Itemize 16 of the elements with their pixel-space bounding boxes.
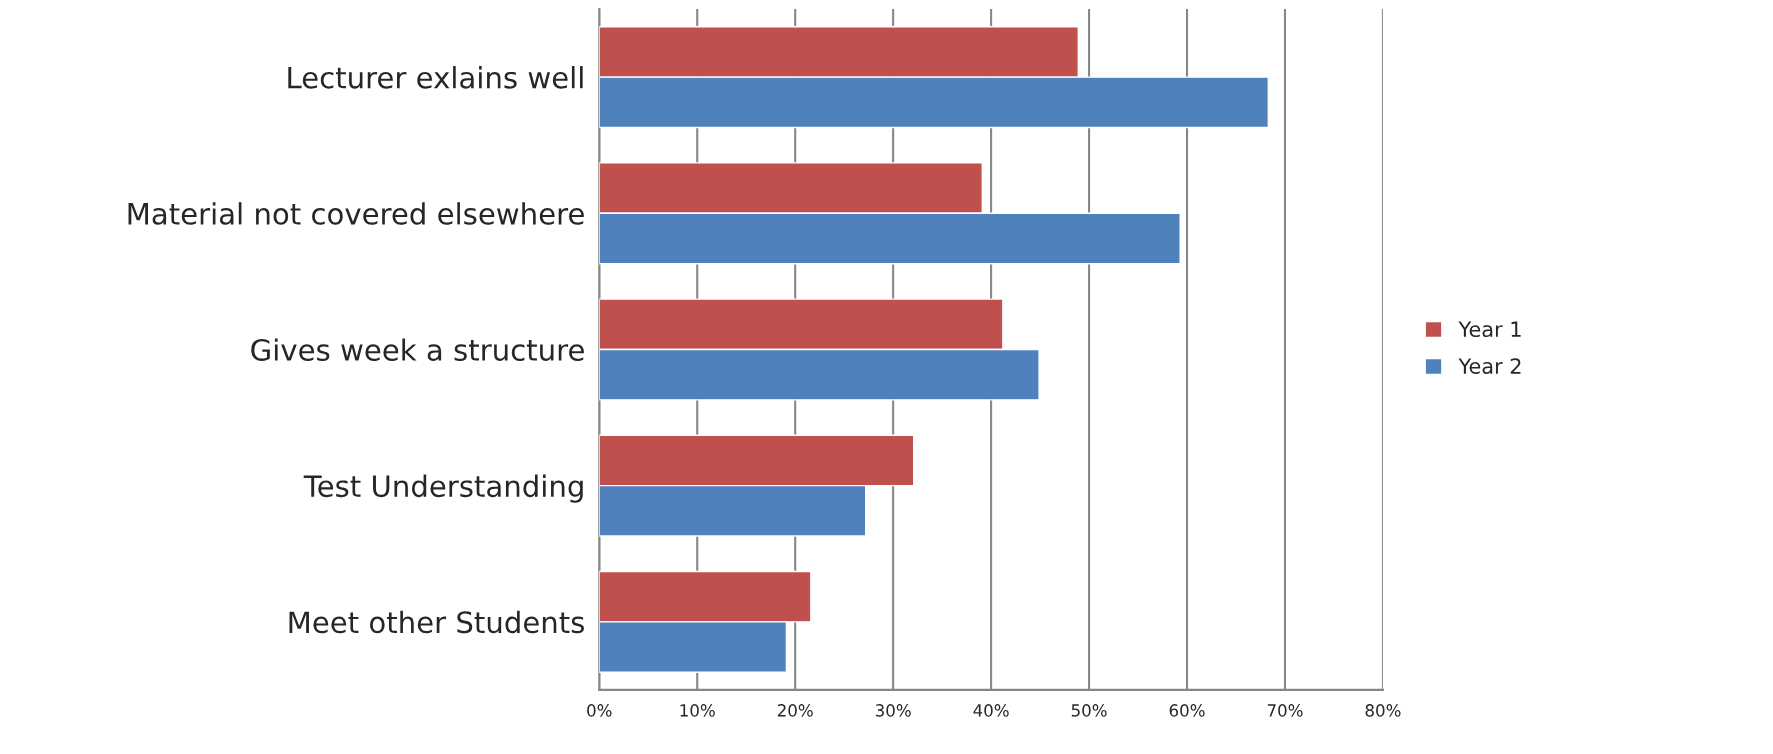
y-tick-label: Test Understanding xyxy=(303,474,583,503)
y-tick-label: Material not covered elsewhere xyxy=(128,202,584,225)
legend-label: Year 1 xyxy=(1458,321,1521,338)
y-tick-label: Meet other Students xyxy=(289,610,584,634)
x-tick-label: 0% xyxy=(587,704,612,717)
y-tick-label: Lecturer exlains well xyxy=(288,66,583,89)
x-tick-label: 20% xyxy=(777,704,813,717)
x-tick-label: 60% xyxy=(1169,704,1205,717)
x-tick-label: 80% xyxy=(1365,704,1401,717)
x-tick-label: 70% xyxy=(1267,704,1303,717)
x-tick-label: 50% xyxy=(1071,704,1107,717)
x-tick-label: 10% xyxy=(680,704,715,717)
y-tick-label: Gives week a structure xyxy=(251,338,584,361)
legend-label: Year 2 xyxy=(1458,358,1521,374)
x-tick-label: 30% xyxy=(875,704,911,717)
x-tick-label: 40% xyxy=(973,704,1009,717)
